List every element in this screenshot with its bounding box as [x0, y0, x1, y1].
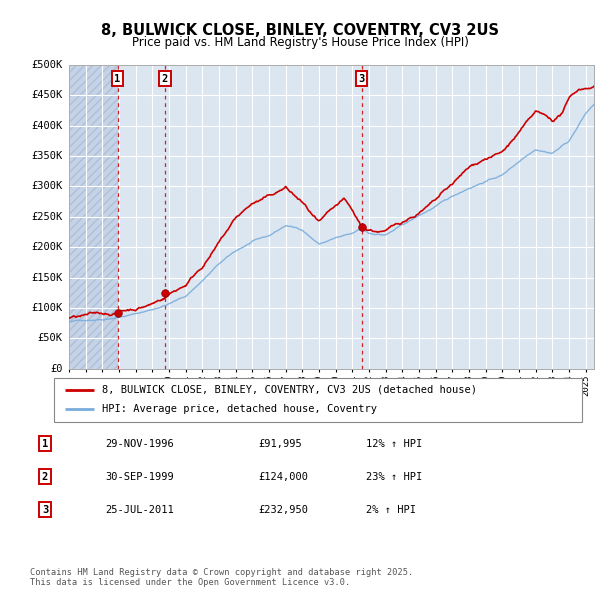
Text: 25-JUL-2011: 25-JUL-2011 [105, 505, 174, 514]
Text: 8, BULWICK CLOSE, BINLEY, COVENTRY, CV3 2US (detached house): 8, BULWICK CLOSE, BINLEY, COVENTRY, CV3 … [101, 385, 476, 395]
Text: £100K: £100K [31, 303, 63, 313]
Text: 3: 3 [359, 74, 365, 84]
Text: £232,950: £232,950 [258, 505, 308, 514]
Text: 23% ↑ HPI: 23% ↑ HPI [366, 472, 422, 481]
Text: 1: 1 [115, 74, 121, 84]
Text: 2: 2 [42, 472, 48, 481]
Text: 3: 3 [42, 505, 48, 514]
Text: 12% ↑ HPI: 12% ↑ HPI [366, 439, 422, 448]
Text: 8, BULWICK CLOSE, BINLEY, COVENTRY, CV3 2US: 8, BULWICK CLOSE, BINLEY, COVENTRY, CV3 … [101, 23, 499, 38]
Text: 2: 2 [162, 74, 168, 84]
Text: £91,995: £91,995 [258, 439, 302, 448]
Text: £300K: £300K [31, 182, 63, 191]
Text: £150K: £150K [31, 273, 63, 283]
Text: £124,000: £124,000 [258, 472, 308, 481]
Text: £450K: £450K [31, 90, 63, 100]
Text: 2% ↑ HPI: 2% ↑ HPI [366, 505, 416, 514]
Bar [69, 65, 118, 369]
Text: £0: £0 [50, 364, 63, 373]
Text: £400K: £400K [31, 121, 63, 130]
Text: Price paid vs. HM Land Registry's House Price Index (HPI): Price paid vs. HM Land Registry's House … [131, 36, 469, 49]
Text: £250K: £250K [31, 212, 63, 222]
Text: HPI: Average price, detached house, Coventry: HPI: Average price, detached house, Cove… [101, 405, 377, 414]
Text: 1: 1 [42, 439, 48, 448]
Text: £350K: £350K [31, 151, 63, 161]
Text: £500K: £500K [31, 60, 63, 70]
Text: £200K: £200K [31, 242, 63, 252]
Text: Contains HM Land Registry data © Crown copyright and database right 2025.
This d: Contains HM Land Registry data © Crown c… [30, 568, 413, 587]
Text: 29-NOV-1996: 29-NOV-1996 [105, 439, 174, 448]
Text: 30-SEP-1999: 30-SEP-1999 [105, 472, 174, 481]
Text: £50K: £50K [38, 333, 63, 343]
